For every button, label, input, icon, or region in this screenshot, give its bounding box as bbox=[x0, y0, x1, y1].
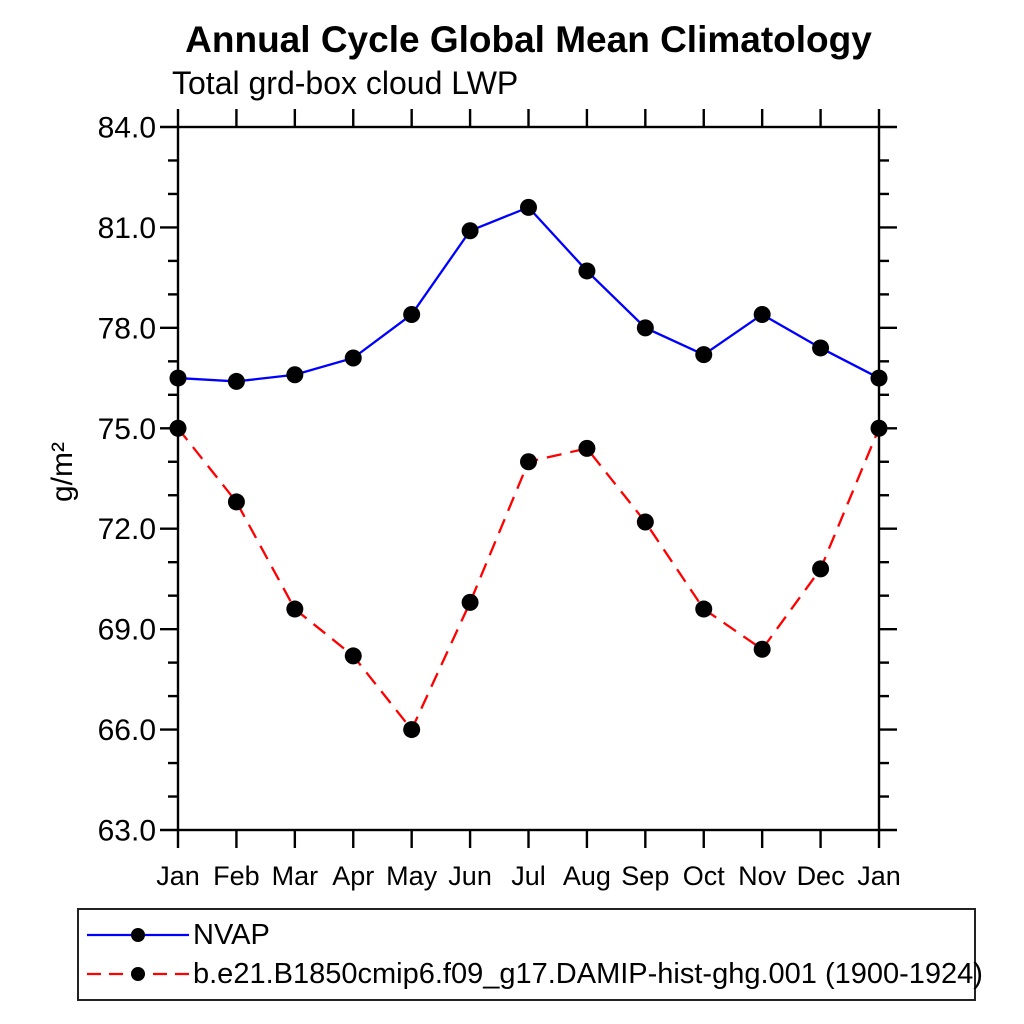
data-point-s0 bbox=[636, 319, 654, 337]
y-tick-label: 81.0 bbox=[98, 212, 156, 245]
legend-sample-marker bbox=[131, 967, 145, 981]
legend-label-model: b.e21.B1850cmip6.f09_g17.DAMIP-hist-ghg.… bbox=[193, 957, 983, 990]
x-tick-label: Jun bbox=[448, 861, 492, 891]
y-tick-label: 69.0 bbox=[98, 614, 156, 647]
data-point-s1 bbox=[636, 513, 654, 531]
x-tick-label: May bbox=[386, 861, 438, 891]
data-point-s1 bbox=[870, 419, 888, 437]
data-point-s0 bbox=[403, 305, 421, 323]
legend-line-sample-model bbox=[87, 967, 189, 981]
x-tick-label: Jan bbox=[857, 861, 901, 891]
data-point-s1 bbox=[578, 439, 596, 457]
series-line-1 bbox=[177, 427, 881, 732]
data-point-s1 bbox=[227, 493, 245, 511]
data-point-s1 bbox=[520, 453, 537, 471]
data-point-s1 bbox=[286, 600, 304, 618]
x-tick-label: Mar bbox=[272, 861, 319, 891]
chart-title: Annual Cycle Global Mean Climatology bbox=[185, 19, 872, 60]
x-tick-label: Sep bbox=[621, 861, 669, 891]
data-point-s1 bbox=[812, 560, 830, 578]
x-tick-label: Nov bbox=[738, 861, 787, 891]
y-tick-label: 75.0 bbox=[98, 413, 156, 446]
data-point-s0 bbox=[227, 372, 245, 390]
data-point-s1 bbox=[461, 593, 479, 611]
legend-row-model: b.e21.B1850cmip6.f09_g17.DAMIP-hist-ghg.… bbox=[85, 956, 983, 992]
data-point-s0 bbox=[753, 305, 771, 323]
data-point-s1 bbox=[753, 640, 771, 658]
x-tick-label: Dec bbox=[797, 861, 845, 891]
x-tick-label: Apr bbox=[332, 861, 374, 891]
data-point-s1 bbox=[695, 600, 713, 618]
data-point-s0 bbox=[812, 339, 830, 357]
data-point-s1 bbox=[169, 419, 187, 437]
series-line-0 bbox=[177, 205, 880, 383]
data-point-s0 bbox=[461, 222, 479, 240]
plot-frame bbox=[176, 125, 881, 832]
x-tick-label: Feb bbox=[213, 861, 260, 891]
data-point-s0 bbox=[520, 198, 537, 216]
legend-row-nvap: NVAP bbox=[85, 917, 974, 953]
x-tick-label: Jul bbox=[511, 861, 546, 891]
data-point-s1 bbox=[344, 647, 362, 665]
data-point-s0 bbox=[344, 349, 362, 367]
y-tick-label: 72.0 bbox=[98, 513, 156, 546]
x-tick-label: Jan bbox=[156, 861, 200, 891]
legend-sample-marker bbox=[131, 928, 145, 942]
legend-line-sample-nvap bbox=[87, 928, 189, 942]
legend-label-nvap: NVAP bbox=[193, 918, 270, 951]
y-tick-label: 66.0 bbox=[98, 714, 156, 747]
x-tick-label: Aug bbox=[563, 861, 611, 891]
legend: NVAP b.e21.B1850cmip6.f09_g17.DAMIP-hist… bbox=[77, 908, 983, 1001]
data-point-s0 bbox=[695, 346, 713, 364]
y-tick-label: 78.0 bbox=[98, 312, 156, 345]
data-point-s0 bbox=[286, 366, 304, 384]
data-point-s0 bbox=[870, 369, 888, 387]
y-tick-label: 84.0 bbox=[98, 112, 156, 145]
x-tick-label: Oct bbox=[683, 861, 726, 891]
chart-subtitle: Total grd-box cloud LWP bbox=[172, 65, 519, 101]
data-point-s1 bbox=[403, 721, 421, 739]
y-tick-label: 63.0 bbox=[98, 815, 156, 848]
data-point-s0 bbox=[169, 369, 187, 387]
data-point-s0 bbox=[578, 262, 596, 280]
